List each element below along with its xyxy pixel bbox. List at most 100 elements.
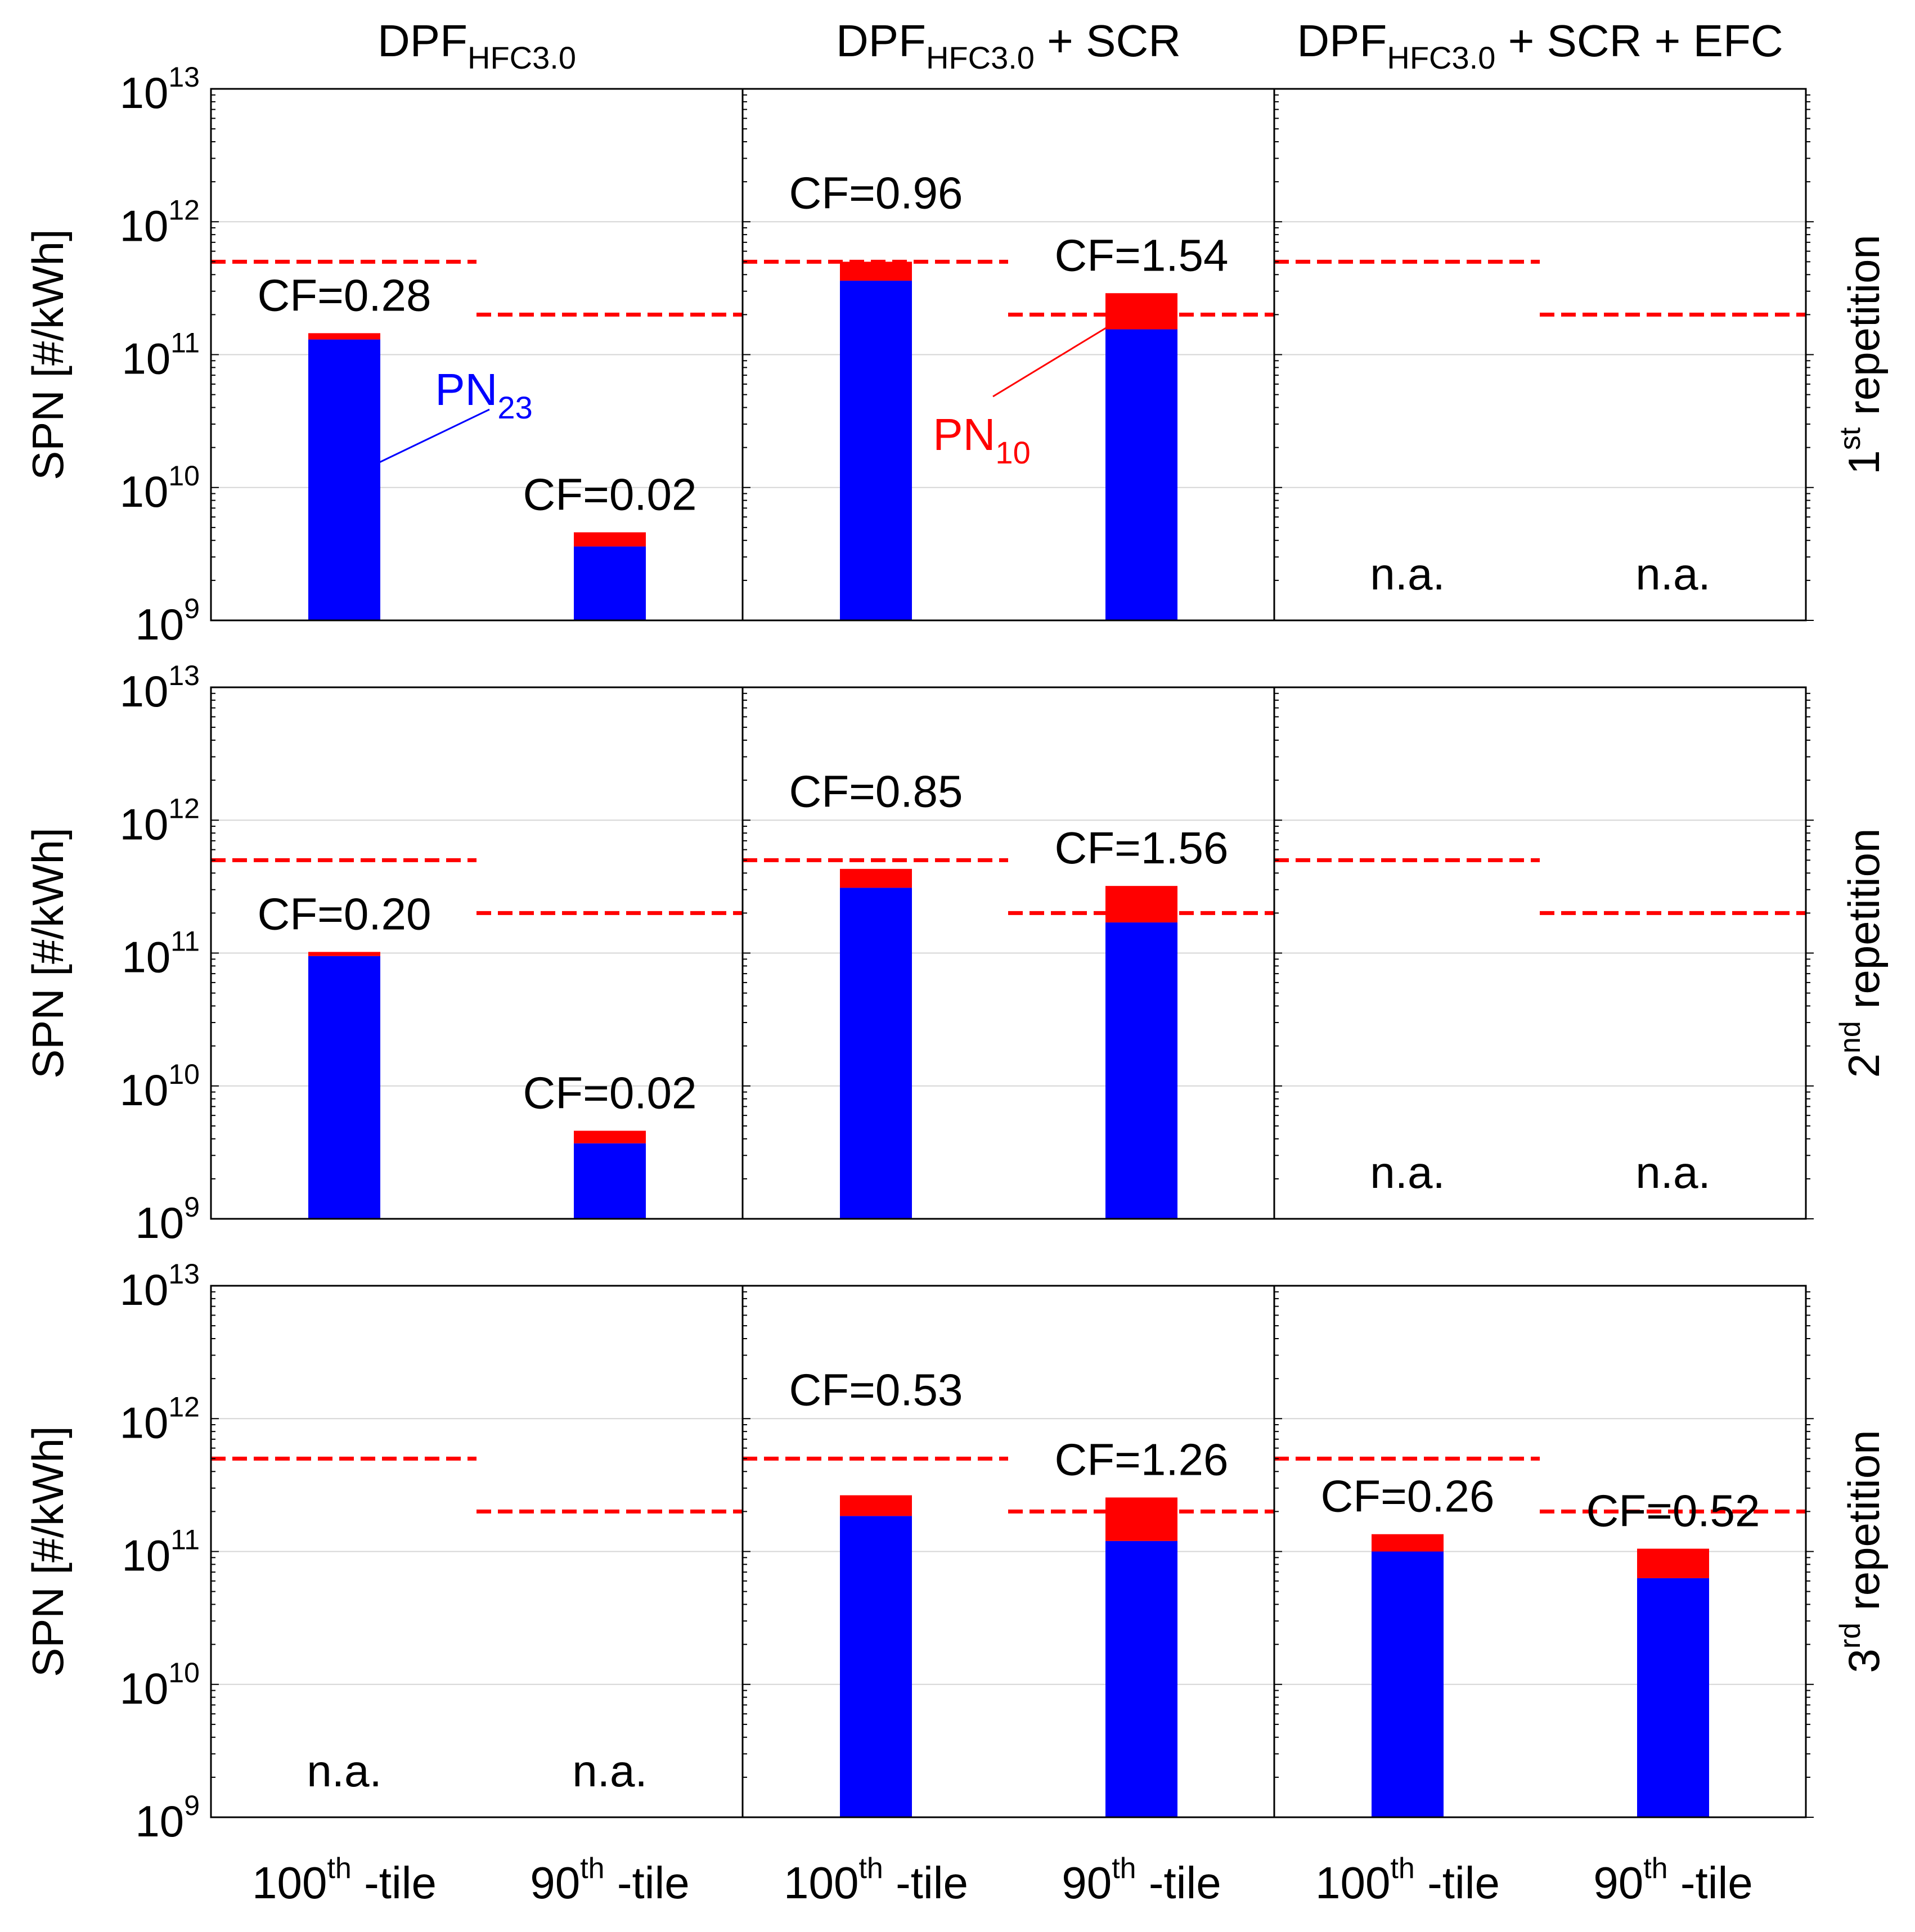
y-tick-label: 1010 (120, 1059, 200, 1115)
y-tick-base: 10 (120, 1398, 169, 1447)
x-category-label: 100th -tile (252, 1852, 437, 1908)
panel-frame (210, 686, 1807, 1220)
na-label: n.a. (1635, 1147, 1710, 1197)
y-tick-label: 1012 (120, 1391, 200, 1447)
bar-pn23 (840, 888, 912, 1219)
bar-pn23 (308, 339, 380, 620)
x-category-superscript: th (858, 1852, 883, 1885)
x-category-label: 100th -tile (1315, 1852, 1500, 1908)
bar-pn10 (840, 1495, 912, 1516)
row-label: 2nd repetition (1834, 828, 1889, 1078)
cf-label: CF=0.02 (523, 1068, 696, 1118)
panel-frame (210, 1285, 1807, 1818)
row-label: 3rd repetition (1834, 1430, 1889, 1673)
x-category-superscript: th (1112, 1852, 1136, 1885)
x-category-number: 100 (252, 1858, 327, 1908)
y-tick-base: 10 (122, 933, 170, 982)
bar-pn10 (1105, 886, 1177, 923)
series-annotation-base: PN (933, 409, 995, 460)
bar-pn23 (308, 956, 380, 1219)
x-category-superscript: th (327, 1852, 351, 1885)
bar-pn23 (574, 546, 646, 620)
y-tick-exponent: 12 (168, 1391, 200, 1422)
row-label-number: 2 (1839, 1053, 1889, 1078)
bar-pn10 (1637, 1548, 1709, 1578)
column-header-subscript: HFC3.0 (1387, 40, 1495, 75)
x-category-suffix: -tile (1415, 1858, 1500, 1908)
bar-pn23 (1105, 1541, 1177, 1817)
x-category-suffix: -tile (1668, 1858, 1753, 1908)
series-annotation: PN23 (435, 364, 532, 425)
x-category-label: 90th -tile (530, 1852, 690, 1908)
y-tick-label: 109 (135, 1191, 200, 1248)
row-label-superscript: nd (1834, 1021, 1867, 1053)
bar-pn10 (308, 952, 380, 956)
bar-pn23 (840, 281, 912, 620)
cf-label: CF=0.02 (523, 469, 696, 519)
bar-pn10 (1105, 1497, 1177, 1541)
column-header-subscript: HFC3.0 (926, 40, 1035, 75)
bar-pn23 (1372, 1551, 1444, 1817)
column-header-text: DPF (377, 16, 467, 66)
y-tick-exponent: 11 (170, 1524, 200, 1556)
y-tick-exponent: 12 (168, 792, 200, 824)
y-tick-label: 1011 (122, 1524, 200, 1580)
y-tick-label: 1013 (120, 660, 200, 716)
y-tick-base: 10 (120, 1065, 169, 1115)
column-header: DPFHFC3.0 (377, 16, 576, 75)
y-tick-base: 10 (135, 1198, 184, 1248)
bar-pn10 (308, 333, 380, 340)
row-label-number: 3 (1839, 1649, 1889, 1673)
column-header: DPFHFC3.0 + SCR (836, 16, 1181, 75)
y-tick-exponent: 9 (184, 1191, 200, 1223)
y-tick-base: 10 (120, 666, 169, 716)
cf-label: CF=0.96 (789, 168, 963, 218)
y-tick-base: 10 (135, 600, 184, 649)
y-tick-base: 10 (122, 334, 170, 384)
cf-label: CF=1.54 (1054, 230, 1228, 280)
column-header-text: + SCR + EFC (1495, 16, 1783, 66)
x-category-suffix: -tile (352, 1858, 437, 1908)
y-tick-base: 10 (135, 1796, 184, 1846)
na-label: n.a. (307, 1746, 381, 1796)
y-tick-label: 1010 (120, 460, 200, 516)
row-label-superscript: rd (1834, 1623, 1867, 1649)
y-tick-exponent: 13 (168, 660, 200, 691)
annotation-leader-line (992, 314, 1129, 398)
x-category-number: 90 (1593, 1858, 1643, 1908)
bar-pn10 (840, 868, 912, 888)
y-axis-title: SPN [#/kWh] (23, 1426, 73, 1677)
bar-pn10 (1105, 293, 1177, 330)
y-tick-exponent: 12 (168, 194, 200, 226)
y-tick-exponent: 10 (168, 460, 200, 492)
y-axis-title: SPN [#/kWh] (23, 229, 73, 480)
y-tick-base: 10 (120, 1265, 169, 1314)
bar-pn23 (1637, 1578, 1709, 1817)
y-tick-exponent: 13 (168, 1258, 200, 1290)
cf-label: CF=0.20 (257, 889, 431, 939)
row-label: 1st repetition (1834, 235, 1889, 474)
y-tick-base: 10 (122, 1531, 170, 1580)
x-category-superscript: th (1643, 1852, 1667, 1885)
x-category-number: 90 (530, 1858, 580, 1908)
series-annotation-subscript: 10 (995, 435, 1030, 470)
y-tick-exponent: 10 (168, 1059, 200, 1090)
y-tick-exponent: 11 (170, 327, 200, 359)
bar-pn23 (574, 1143, 646, 1219)
y-tick-exponent: 10 (168, 1657, 200, 1688)
y-tick-exponent: 9 (184, 1790, 200, 1821)
y-tick-exponent: 9 (184, 593, 200, 624)
series-annotation-base: PN (435, 364, 497, 415)
bar-pn23 (840, 1516, 912, 1817)
na-label: n.a. (1370, 549, 1445, 599)
y-tick-label: 1012 (120, 194, 200, 250)
cf-label: CF=1.26 (1054, 1434, 1228, 1484)
column-header: DPFHFC3.0 + SCR + EFC (1297, 16, 1783, 75)
row-label-text: repetition (1839, 235, 1889, 427)
panel-frame (210, 88, 1807, 622)
bar-pn10 (574, 532, 646, 547)
series-annotation: PN10 (933, 409, 1030, 470)
annotation-leader-line (375, 408, 490, 465)
row-label-text: repetition (1839, 828, 1889, 1021)
